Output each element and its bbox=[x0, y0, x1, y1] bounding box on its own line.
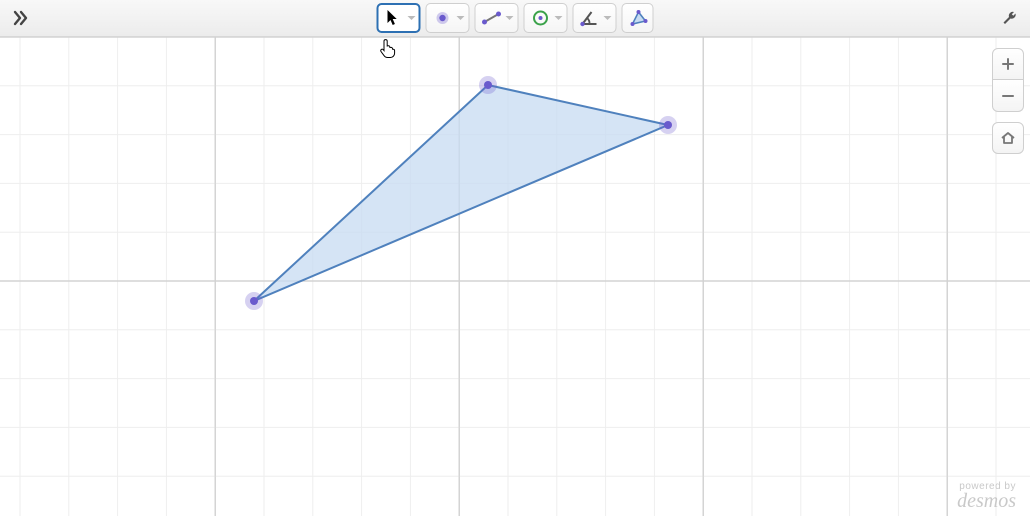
dropdown-icon bbox=[604, 16, 612, 20]
settings-button[interactable] bbox=[996, 0, 1024, 36]
dropdown-icon bbox=[457, 16, 465, 20]
point-tool-button[interactable] bbox=[426, 3, 470, 33]
geometry-app: powered by desmos bbox=[0, 0, 1030, 516]
tool-group bbox=[377, 3, 654, 33]
zoom-out-button[interactable] bbox=[992, 80, 1024, 112]
point-icon bbox=[433, 8, 453, 28]
dropdown-icon bbox=[555, 16, 563, 20]
select-tool-button[interactable] bbox=[377, 3, 421, 33]
expand-panel-button[interactable] bbox=[4, 1, 38, 35]
circle-tool-button[interactable] bbox=[524, 3, 568, 33]
cursor-arrow-icon bbox=[384, 8, 404, 28]
dropdown-icon bbox=[408, 16, 416, 20]
toolbar bbox=[0, 0, 1030, 37]
construct-tool-button[interactable] bbox=[573, 3, 617, 33]
segment-icon bbox=[482, 8, 502, 28]
geometry-canvas[interactable] bbox=[0, 37, 1030, 516]
zoom-in-button[interactable] bbox=[992, 48, 1024, 80]
polygon-icon bbox=[629, 8, 649, 28]
dropdown-icon bbox=[506, 16, 514, 20]
home-button[interactable] bbox=[992, 122, 1024, 154]
circle-icon bbox=[531, 8, 551, 28]
polygon-tool-button[interactable] bbox=[622, 3, 654, 33]
zoom-controls bbox=[992, 48, 1024, 154]
angle-icon bbox=[580, 8, 600, 28]
line-tool-button[interactable] bbox=[475, 3, 519, 33]
